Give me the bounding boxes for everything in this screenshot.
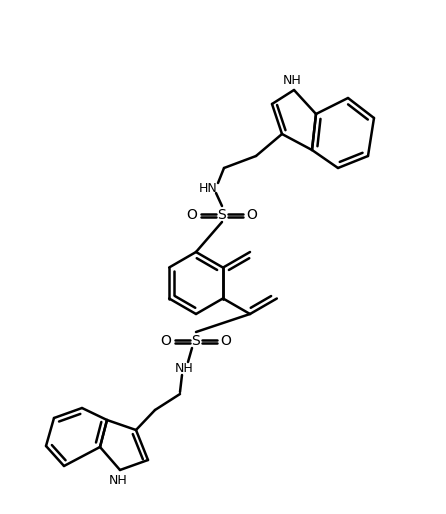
Text: O: O xyxy=(221,335,231,348)
Text: O: O xyxy=(161,335,171,348)
Text: S: S xyxy=(192,335,200,348)
Text: S: S xyxy=(218,208,227,223)
Text: NH: NH xyxy=(109,474,128,487)
Text: O: O xyxy=(186,208,198,223)
Text: HN: HN xyxy=(198,181,217,194)
Text: NH: NH xyxy=(283,74,301,86)
Text: NH: NH xyxy=(175,361,194,375)
Text: O: O xyxy=(247,208,257,223)
